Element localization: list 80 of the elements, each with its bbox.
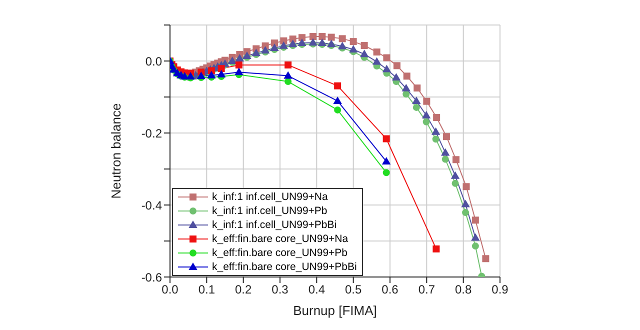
point [360,42,368,50]
point [393,62,400,70]
x-tick-label: 0.3 [272,282,289,297]
point [338,35,346,42]
legend-label: k_inf:1 inf.cell_UN99+Na [212,190,328,204]
point [334,82,342,90]
point [234,68,243,76]
point [318,33,326,40]
point [284,72,292,79]
point [452,156,460,164]
point [360,50,368,58]
point [462,200,470,208]
point [462,183,470,190]
point [284,78,292,86]
point [350,38,357,46]
x-axis-title: Burnup [FIMA] [293,303,377,318]
legend-label: k_inf:1 inf.cell_UN99+Pb [212,204,328,218]
x-tick-label: 0.0 [162,282,179,297]
point [207,71,216,78]
point [422,118,430,126]
point [284,61,292,68]
point [442,156,449,163]
point [392,74,400,81]
point [432,245,440,252]
x-tick-label: 0.5 [344,282,362,297]
point [442,133,450,140]
legend-label: k_inf:1 inf.cell_UN99+PbBi [212,218,337,232]
point [423,98,430,105]
point [217,70,226,78]
point [402,84,410,92]
point [373,48,380,56]
point [310,33,316,40]
point [433,114,440,122]
y-tick-label: -0.6 [141,270,162,284]
x-tick-label: 0.9 [492,282,509,297]
point [403,72,410,80]
point [382,157,390,164]
point [451,172,460,179]
y-tick-label: -0.4 [141,198,162,212]
point [382,135,390,142]
point [452,180,459,187]
legend-label: k_eff:fin.bare core_UN99+PbBi [212,260,357,274]
point [218,65,225,72]
point [298,34,306,42]
point [441,148,450,156]
x-tick-label: 0.1 [198,282,216,297]
point [432,128,440,135]
point [482,255,490,262]
y-tick-label: 0.0 [145,54,162,68]
point [349,45,358,52]
point [328,34,335,41]
point [334,106,342,114]
point [372,58,381,65]
point [338,42,346,50]
point [472,242,479,250]
point [414,84,421,92]
x-tick-label: 0.6 [382,282,399,297]
legend-label: k_eff:fin.bare core_UN99+Na [212,232,348,246]
point [402,90,410,98]
legend-label: k_eff:fin.bare core_UN99+Pb [212,246,348,260]
point [412,96,420,104]
y-tick-label: -0.2 [141,126,162,140]
x-tick-label: 0.8 [454,282,472,297]
point [422,111,430,118]
y-axis-title: Neutron balance [108,103,124,199]
point [432,136,440,143]
point [271,40,278,46]
x-tick-label: 0.2 [234,282,252,297]
point [462,209,470,216]
point [235,61,242,68]
point [289,36,296,43]
x-tick-label: 0.4 [308,282,326,297]
x-tick-label: 0.7 [418,282,436,297]
point [334,96,342,104]
point [412,104,420,111]
point [472,216,479,224]
point [382,65,391,72]
point [382,169,390,176]
point [383,54,390,62]
point [471,234,480,241]
